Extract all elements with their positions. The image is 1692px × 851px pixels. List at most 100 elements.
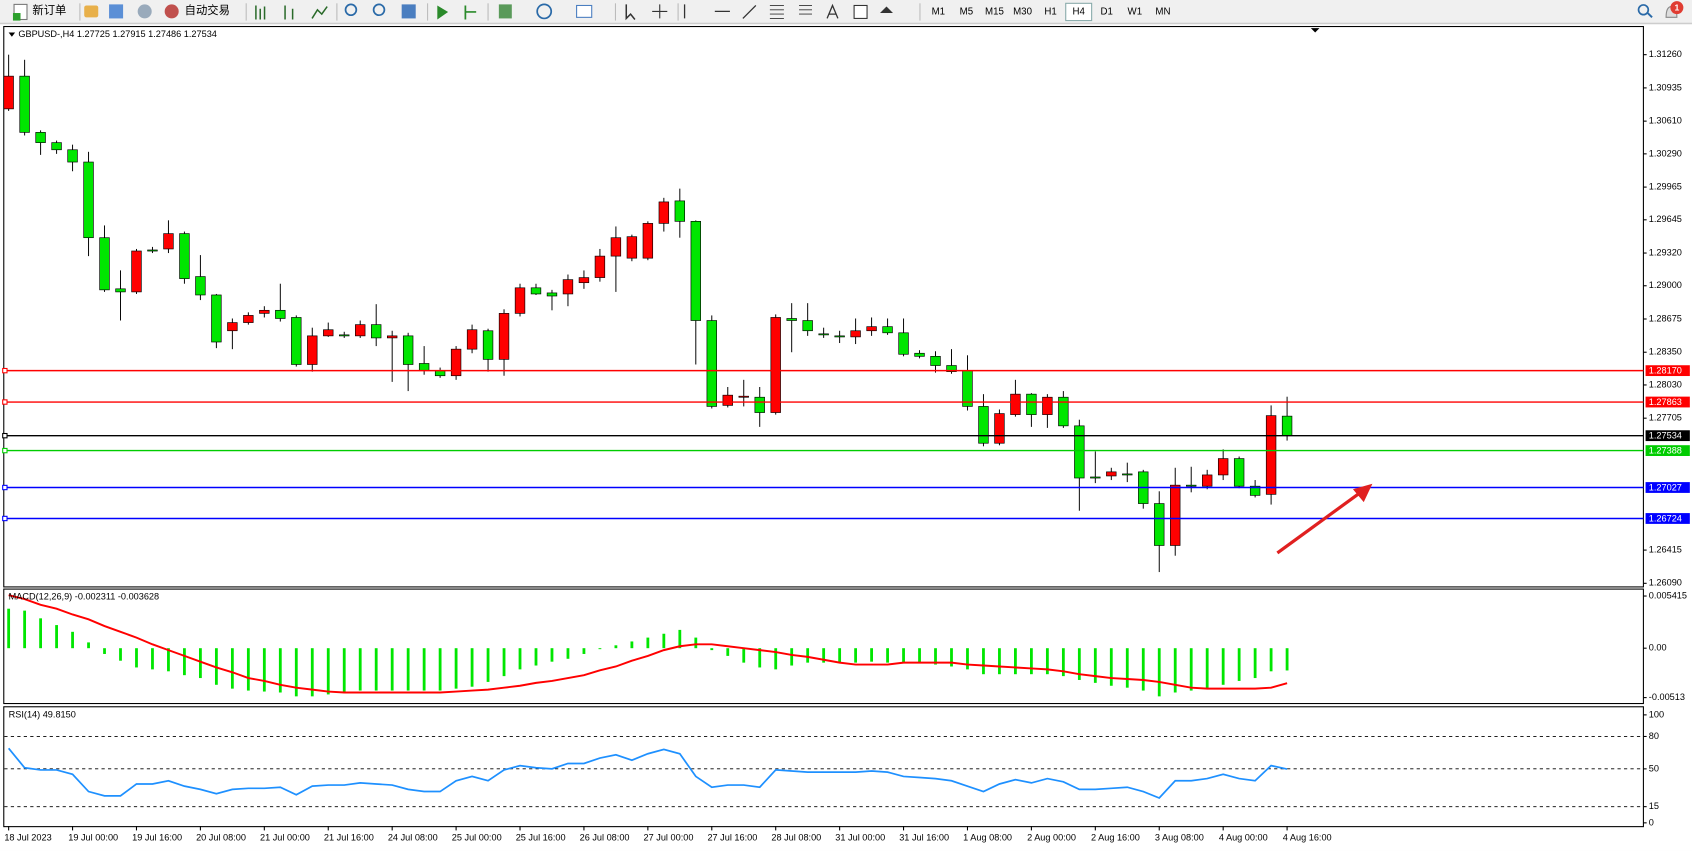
price-level-label: 1.27027 <box>1649 482 1682 492</box>
x-tick-label: 19 Jul 00:00 <box>68 832 118 842</box>
candle-body <box>802 320 813 332</box>
rsi-panel-frame <box>3 706 1644 828</box>
label-icon[interactable] <box>853 4 868 19</box>
timeframe-button[interactable]: M5 <box>960 7 973 18</box>
auto-trading-button[interactable]: 自动交易 <box>164 3 230 19</box>
x-tick-label: 25 Jul 00:00 <box>452 832 502 842</box>
x-tick-label: 21 Jul 16:00 <box>324 832 374 842</box>
candle-body <box>386 335 398 339</box>
price-level-handle <box>2 515 8 522</box>
candle-body <box>946 365 957 372</box>
line-chart-icon[interactable] <box>311 6 328 19</box>
price-level-handle <box>2 399 8 405</box>
timeframe-button[interactable]: M15 <box>985 7 1004 18</box>
candle-body <box>994 413 1005 444</box>
x-tick-label: 27 Jul 00:00 <box>644 832 694 842</box>
search-icon-handle <box>1647 12 1653 19</box>
timeframe-button[interactable]: M1 <box>932 7 945 18</box>
price-level-tag <box>1645 430 1690 442</box>
toolbar-icons <box>255 5 328 20</box>
y-tick-label: 1.29000 <box>1649 280 1682 290</box>
candle-body <box>195 276 206 296</box>
y-tick-label: 1.30290 <box>1649 148 1682 158</box>
icon <box>12 13 21 21</box>
indicator-title: RSI(14) 49.8150 <box>9 709 76 719</box>
price-level-label: 1.26724 <box>1649 513 1682 523</box>
new-order-button[interactable]: 新订单 <box>12 3 66 21</box>
zoom-out-icon[interactable] <box>372 3 386 17</box>
x-tick-label: 21 Jul 00:00 <box>260 832 310 842</box>
timeframe-button[interactable]: D1 <box>1101 7 1113 18</box>
cursor-icon[interactable] <box>625 4 636 21</box>
candle-body <box>914 352 925 357</box>
timeframe-button[interactable]: M30 <box>1013 7 1032 18</box>
toolbar-icon[interactable] <box>137 4 152 19</box>
symbol-menu-arrow[interactable] <box>8 32 16 37</box>
line-tools-icons[interactable] <box>683 4 757 19</box>
chart-shift-marker[interactable] <box>1310 28 1320 33</box>
macd-signal-line <box>8 594 1288 694</box>
arrows-icon[interactable] <box>880 6 893 14</box>
candle-body <box>962 370 973 407</box>
candle-body <box>658 201 670 224</box>
active-timeframe[interactable] <box>1065 2 1093 22</box>
price-level-tag <box>1645 482 1690 493</box>
candle-body <box>371 324 382 339</box>
toolbar-icon[interactable] <box>109 4 124 19</box>
candle-body <box>1010 393 1021 415</box>
search-icon[interactable] <box>1637 4 1650 16</box>
toolbar-icon[interactable] <box>84 5 99 18</box>
y-tick-label: 1.29965 <box>1649 182 1682 192</box>
candle-body <box>355 324 366 337</box>
candle-body <box>514 287 526 314</box>
shift-icon[interactable] <box>464 5 477 20</box>
x-tick-label: 1 Aug 08:00 <box>963 832 1012 842</box>
candle-body <box>770 317 781 413</box>
candle-body <box>131 250 142 293</box>
timeframe-button[interactable]: H1 <box>1044 7 1056 18</box>
candle-icon[interactable] <box>284 5 294 20</box>
timeframe-button[interactable]: H4 <box>1072 7 1085 18</box>
y-tick-label: 1.28030 <box>1649 379 1682 389</box>
toolbar <box>0 0 1692 24</box>
timeframe-bar: M1 M5 M15 M30 H1 H4 D1 W1 MN <box>932 2 1170 22</box>
candle-body <box>1154 503 1165 546</box>
timeframe-button[interactable]: W1 <box>1128 7 1143 18</box>
y-tick-label: 0.00 <box>1649 643 1667 653</box>
tile-icon[interactable] <box>401 4 416 19</box>
candle-body <box>1233 458 1245 487</box>
candle-body <box>99 237 110 291</box>
y-tick-label: 1.28675 <box>1649 313 1682 323</box>
price-level-handle <box>2 447 8 454</box>
channel-icon[interactable] <box>769 5 784 19</box>
candle-body <box>1074 425 1085 479</box>
candle-body <box>1042 396 1053 415</box>
candle-body <box>642 223 654 259</box>
timeframe-button[interactable]: MN <box>1155 7 1170 18</box>
y-tick-label: 0.005415 <box>1649 590 1687 600</box>
candle-body <box>51 142 62 151</box>
crosshair-icon[interactable] <box>652 4 668 19</box>
candle-body <box>1090 476 1101 479</box>
fibo-icon[interactable] <box>799 5 812 15</box>
templates-icon[interactable] <box>576 4 593 18</box>
candle-body <box>1202 474 1213 487</box>
candle-body <box>1265 415 1277 495</box>
text-icon[interactable] <box>826 3 839 19</box>
x-tick-label: 26 Jul 08:00 <box>580 832 630 842</box>
bar-chart-icon[interactable] <box>255 5 266 20</box>
y-tick-label: 1.29320 <box>1649 247 1682 257</box>
periods-icon[interactable] <box>536 3 553 20</box>
candle-body <box>339 334 350 337</box>
candle-body <box>323 329 334 337</box>
scroll-icon[interactable] <box>437 5 449 20</box>
y-tick-label: 1.28350 <box>1649 347 1682 357</box>
candle-body <box>978 406 989 444</box>
zoom-in-icon[interactable] <box>344 3 358 17</box>
toolbar-label: 自动交易 <box>185 3 230 17</box>
candle-body <box>163 233 174 250</box>
indicators-icon[interactable] <box>498 4 512 19</box>
candle-body <box>690 221 701 321</box>
candle-body <box>259 309 270 314</box>
